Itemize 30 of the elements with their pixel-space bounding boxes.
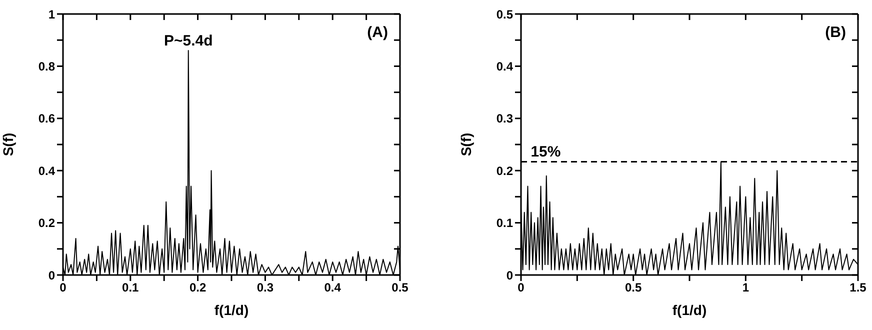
- y-tick-label: 0.4: [496, 59, 514, 74]
- x-tick-label: 0.2: [189, 280, 206, 295]
- x-tick-label: 0.5: [624, 280, 642, 295]
- annotation: P~5.4d: [164, 32, 213, 50]
- y-tick-label: 1: [48, 7, 56, 22]
- x-tick-label: 0: [518, 280, 525, 295]
- annotation: 15%: [530, 144, 561, 161]
- x-tick-label: 0.5: [392, 280, 409, 295]
- x-tick-label: 0.3: [256, 280, 274, 295]
- y-tick-label: 0.2: [38, 216, 56, 230]
- x-axis-title: f(1/d): [672, 302, 707, 318]
- x-tick-label: 1.5: [850, 280, 867, 295]
- x-tick-label: 0.1: [122, 280, 140, 295]
- y-tick-label: 0.3: [496, 112, 514, 126]
- y-tick-label: 0.8: [38, 59, 56, 74]
- y-tick-label: 0.4: [38, 164, 56, 178]
- y-tick-label: 0: [506, 268, 514, 282]
- y-tick-label: 0: [48, 268, 56, 282]
- y-axis-title: S(f): [0, 132, 16, 156]
- x-tick-label: 1: [742, 280, 750, 295]
- y-tick-label: 0.5: [496, 7, 514, 22]
- x-tick-label: 0.4: [324, 280, 342, 295]
- y-tick-label: 0.6: [38, 112, 56, 126]
- annotation: (A): [367, 24, 388, 41]
- y-tick-label: 0.2: [496, 164, 514, 178]
- x-tick-label: 0: [60, 280, 67, 295]
- y-axis-title: S(f): [458, 132, 474, 156]
- annotation: (B): [825, 24, 846, 41]
- x-axis-title: f(1/d): [214, 302, 249, 318]
- y-tick-label: 0.1: [496, 216, 514, 230]
